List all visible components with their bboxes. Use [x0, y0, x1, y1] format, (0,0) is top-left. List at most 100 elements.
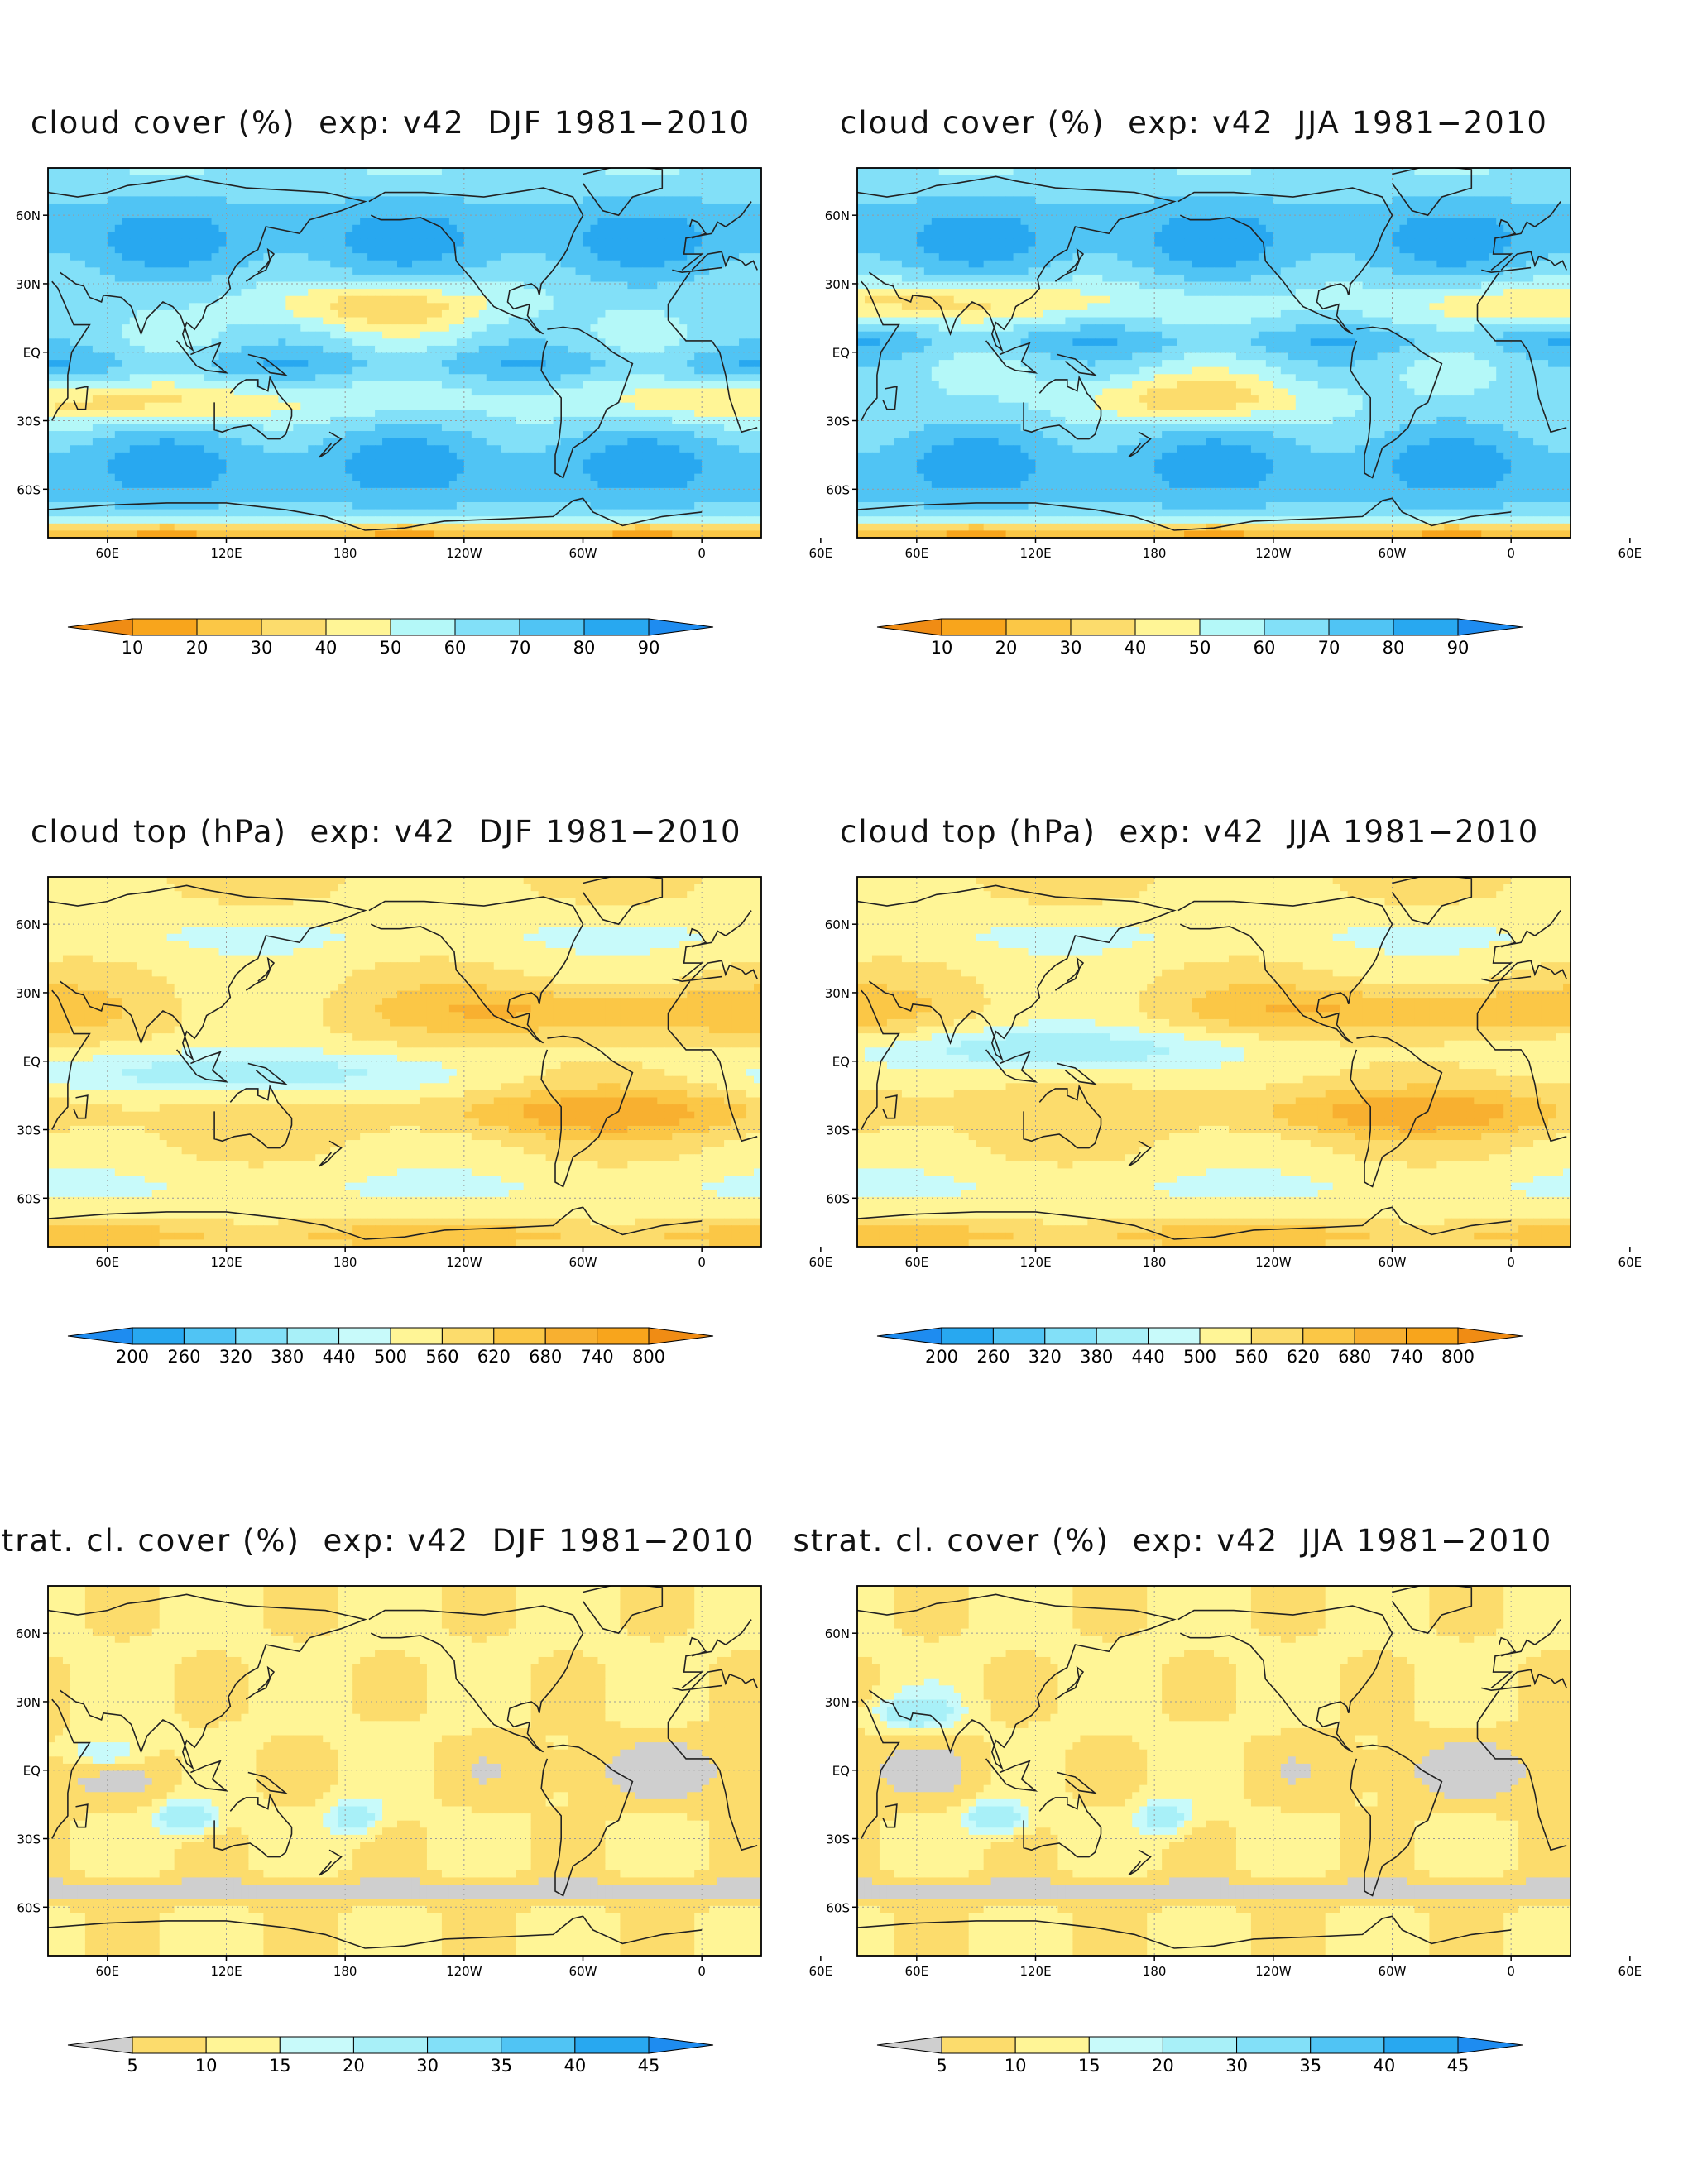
lon-label: 60W	[1379, 546, 1407, 561]
colorbar-box	[1310, 2036, 1385, 2054]
colorbar: 10 20 30 40 50 60 70 80 90	[876, 618, 1523, 658]
colorbar-box	[1250, 1327, 1304, 1345]
lon-label: 60E	[809, 1255, 833, 1270]
colorbar-box	[352, 2036, 429, 2054]
colorbar-label: 20	[343, 2056, 365, 2076]
colorbar-box	[493, 1327, 546, 1345]
colorbar-label: 90	[1447, 638, 1470, 658]
map-frame	[47, 876, 762, 1248]
colorbar-label: 40	[315, 638, 338, 658]
lon-label: 120W	[446, 546, 482, 561]
colorbar-label: 680	[1338, 1347, 1371, 1367]
colorbar-label: 620	[1287, 1347, 1320, 1367]
colorbar-box	[286, 1327, 340, 1345]
map-plot: 60N 30N EQ 30S 60S 60E 120E 180 120W 60W 0 60E	[16, 876, 832, 1270]
lat-label: 30S	[17, 1832, 41, 1847]
colorbar-box	[597, 1327, 650, 1345]
map-frame	[856, 876, 1571, 1248]
colorbar-box	[1044, 1327, 1097, 1345]
colorbar-box	[1199, 1327, 1252, 1345]
colorbar-label: 20	[186, 638, 209, 658]
colorbar-label: 80	[1383, 638, 1405, 658]
colorbar-box	[1134, 618, 1201, 636]
lon-label: 0	[698, 1964, 706, 1979]
lat-label: 60S	[826, 482, 850, 497]
lon-label: 180	[1143, 1255, 1167, 1270]
colorbar-extend-high	[1457, 1327, 1523, 1345]
shaded-field	[857, 168, 1571, 538]
colorbar: 200 260 320 380 440 500 560 620 680 740 800	[67, 1327, 714, 1367]
colorbar-label: 35	[1299, 2056, 1321, 2076]
colorbar-label: 10	[195, 2056, 218, 2076]
lat-label: 60N	[16, 208, 41, 223]
colorbar-box	[1406, 1327, 1459, 1345]
colorbar-box	[992, 1327, 1046, 1345]
colorbar-box	[1162, 2036, 1238, 2054]
graticule	[48, 168, 761, 538]
colorbar-label: 320	[219, 1347, 252, 1367]
colorbar-label: 260	[976, 1347, 1009, 1367]
colorbar-label: 45	[1447, 2056, 1470, 2076]
panel-title: strat. cl. cover (%) exp: v42 DJF 1981−2…	[0, 1523, 755, 1559]
colorbar-extend-high	[648, 618, 714, 636]
coastlines	[857, 168, 1567, 531]
lat-label: 30S	[17, 1123, 41, 1138]
colorbar-box	[279, 2036, 354, 2054]
colorbar-label: 20	[1152, 2056, 1174, 2076]
lat-label: EQ	[23, 346, 41, 361]
coastlines	[857, 1586, 1567, 1949]
colorbar-label: 680	[529, 1347, 562, 1367]
colorbar-label: 10	[122, 638, 144, 658]
colorbar-box	[427, 2036, 502, 2054]
map-plot: 60N 30N EQ 30S 60S 60E 120E 180 120W 60W 0 60E	[16, 1585, 832, 1979]
colorbar-label: 50	[1189, 638, 1211, 658]
colorbar-box	[1005, 618, 1072, 636]
lat-label: 30N	[16, 1695, 41, 1710]
colorbar-extend-high	[648, 2036, 714, 2054]
colorbar-label: 90	[638, 638, 660, 658]
colorbar-box	[454, 618, 520, 636]
lat-label: 60N	[825, 917, 850, 932]
lon-label: 60E	[1618, 1964, 1642, 1979]
colorbar-extend-low	[67, 2036, 133, 2054]
lat-label: 60S	[17, 1191, 41, 1206]
lon-label: 60E	[809, 1964, 833, 1979]
colorbar-box	[941, 1327, 994, 1345]
colorbar-box	[1354, 1327, 1407, 1345]
colorbar-extend-high	[1457, 2036, 1523, 2054]
colorbar-extend-low	[67, 1327, 133, 1345]
coastlines	[857, 877, 1567, 1240]
colorbar-label: 500	[1183, 1347, 1216, 1367]
lon-label: 60E	[1618, 546, 1642, 561]
colorbar-box	[196, 618, 262, 636]
colorbar: 10 20 30 40 50 60 70 80 90	[67, 618, 714, 658]
colorbar-label: 80	[573, 638, 596, 658]
colorbar: 5 10 15 20 30 35 40 45	[67, 2036, 714, 2076]
lon-label: 60W	[569, 1964, 597, 1979]
lon-label: 60W	[1379, 1964, 1407, 1979]
panel-title: cloud cover (%) exp: v42 JJA 1981−2010	[840, 105, 1548, 141]
colorbar-box	[1148, 1327, 1201, 1345]
lon-label: 120E	[210, 1964, 242, 1979]
lon-label: 60E	[905, 1255, 929, 1270]
lon-label: 0	[1507, 546, 1515, 561]
map-frame	[856, 167, 1571, 539]
lon-label: 120E	[1019, 1255, 1051, 1270]
shaded-field	[857, 1586, 1571, 1956]
colorbar-label: 40	[1373, 2056, 1395, 2076]
colorbar-label: 5	[936, 2056, 947, 2076]
colorbar-box	[325, 618, 391, 636]
colorbar-label: 800	[1441, 1347, 1475, 1367]
lat-label: 30S	[17, 414, 41, 429]
colorbar-box	[132, 2036, 207, 2054]
colorbar-box	[261, 618, 327, 636]
colorbar-box	[583, 618, 650, 636]
colorbar-label: 500	[374, 1347, 407, 1367]
colorbar-label: 620	[477, 1347, 511, 1367]
map-frame	[47, 1585, 762, 1956]
coastlines	[48, 1586, 758, 1949]
map-plot: 60N 30N EQ 30S 60S 60E 120E 180 120W 60W 0 60E	[825, 167, 1642, 561]
colorbar-label: 200	[116, 1347, 149, 1367]
colorbar-extend-low	[876, 618, 942, 636]
lon-label: 60W	[569, 546, 597, 561]
